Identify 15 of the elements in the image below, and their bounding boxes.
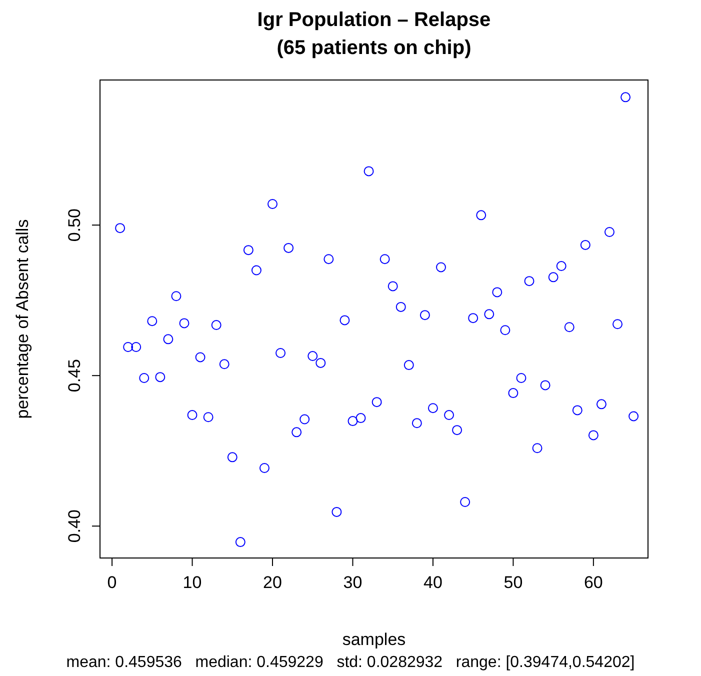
y-tick-label: 0.50 xyxy=(65,208,84,242)
chart-title: Igr Population – Relapse xyxy=(257,9,491,31)
x-tick-label: 50 xyxy=(504,573,523,592)
y-axis-title: percentage of Absent calls xyxy=(13,219,32,419)
x-tick-label: 30 xyxy=(343,573,362,592)
chart-subtitle: (65 patients on chip) xyxy=(276,37,472,59)
x-tick-label: 40 xyxy=(424,573,442,592)
x-tick-label: 60 xyxy=(584,573,603,592)
x-axis-title: samples xyxy=(342,630,406,649)
y-tick-label: 0.45 xyxy=(65,359,84,392)
x-tick-label: 10 xyxy=(182,573,202,592)
y-tick-label: 0.40 xyxy=(65,510,84,543)
x-tick-label: 0 xyxy=(107,573,117,592)
text: mean: 0.459536 median: 0.459229 std: 0.0282932 range: [0.39474,0.54202] xyxy=(66,654,635,671)
x-tick-label: 20 xyxy=(263,573,282,592)
